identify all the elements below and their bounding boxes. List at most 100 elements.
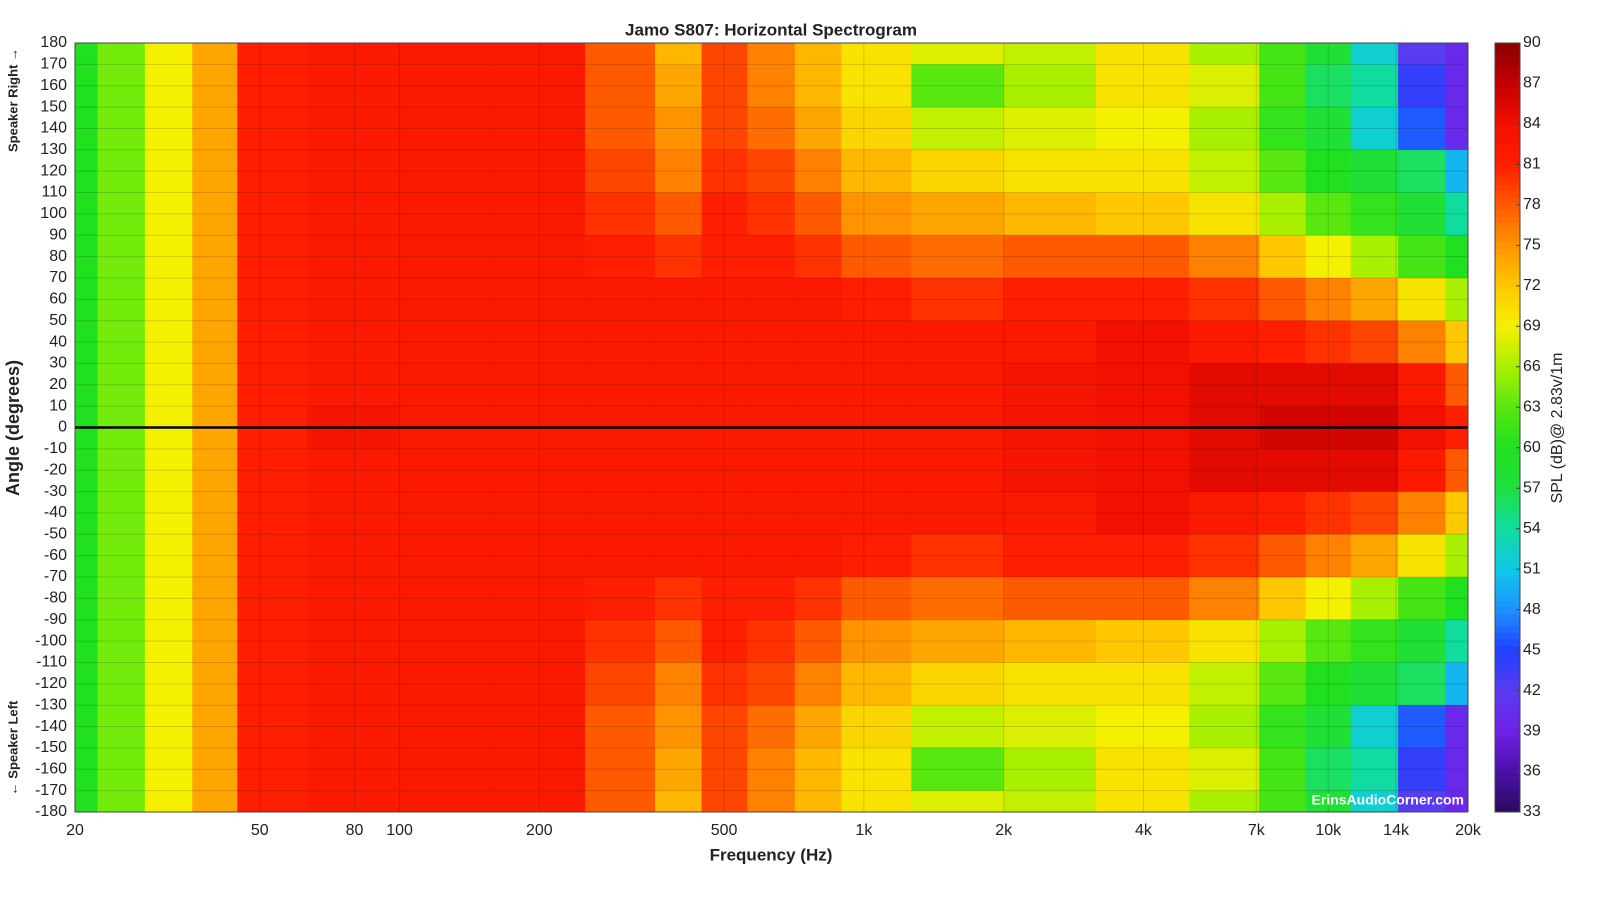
colorbar-stripe [1495,747,1520,755]
colorbar-stripe [1495,542,1520,550]
heat-cell [585,107,656,151]
colorbar-tick-label: 45 [1523,641,1541,658]
heat-cell [1305,662,1352,706]
heat-cell [1305,235,1352,279]
x-tick-label: 7k [1248,822,1266,839]
heat-cell [1398,149,1447,194]
heat-cell [75,534,98,578]
heat-cell [747,747,796,792]
colorbar-stripe [1495,235,1520,243]
heat-cell [192,448,238,493]
colorbar-tick-label: 63 [1523,398,1541,415]
y-tick-label: -50 [44,526,67,543]
colorbar-tick-label: 72 [1523,277,1541,294]
heat-cell [747,107,796,151]
heat-cell [237,577,308,621]
colorbar-stripe [1495,497,1520,505]
heat-cell [747,577,796,621]
heat-cell [747,277,796,322]
heat-cell [1189,662,1260,706]
heat-cell [491,320,586,364]
heat-cell [911,43,1005,65]
heat-cell [1189,43,1260,65]
colorbar-tick-label: 42 [1523,682,1541,699]
heat-cell [655,747,703,792]
heat-cell [97,149,146,194]
heat-cell [1398,43,1447,65]
heat-cell [75,192,98,236]
heat-cell [1189,320,1260,364]
heat-cell [1259,705,1307,749]
heat-cell [1259,43,1307,65]
heat-cell [701,107,748,151]
heat-cell [1189,534,1260,578]
heat-cell [1189,107,1260,151]
x-tick-label: 100 [386,822,413,839]
heat-cell [1398,491,1447,535]
heat-cell [1003,235,1097,279]
heat-cell [1305,448,1352,493]
heat-cell [144,149,193,194]
heat-cell [841,363,912,407]
heat-cell [75,577,98,621]
heat-cell [1398,320,1447,364]
heat-cell [911,747,1005,792]
colorbar-stripe [1495,491,1520,499]
heat-cell [144,491,193,535]
heat-cell [911,64,1005,108]
heat-cell [399,320,493,364]
heat-cell [1445,577,1469,621]
heat-cell [911,534,1005,578]
heat-cell [1350,192,1399,236]
colorbar-tick-label: 36 [1523,763,1541,780]
heat-cell [491,747,586,792]
heat-cell [97,662,146,706]
colorbar-stripe [1495,433,1520,441]
heat-cell [1259,448,1307,493]
heat-cell [399,64,493,108]
heat-cell [1096,43,1190,65]
heat-cell [1003,448,1097,493]
heat-cell [1189,747,1260,792]
heat-cell [399,534,493,578]
colorbar-stripe [1495,767,1520,775]
heat-cell [841,534,912,578]
heat-cell [75,790,98,813]
colorbar-stripe [1495,158,1520,166]
y-tick-label: -20 [44,461,67,478]
heat-cell [1096,107,1190,151]
colorbar-stripe [1495,510,1520,518]
heat-cell [747,705,796,749]
heat-cell [1305,192,1352,236]
heat-cell [1096,149,1190,194]
heat-cell [237,491,308,535]
heat-cell [1189,235,1260,279]
heat-cell [1189,192,1260,236]
x-tick-label: 14k [1383,822,1410,839]
heat-cell [1445,43,1469,65]
heat-cell [1350,662,1399,706]
heat-cell [1259,363,1307,407]
heat-cell [655,277,703,322]
colorbar-stripe [1495,530,1520,537]
colorbar-stripe [1495,792,1520,800]
colorbar-stripe [1495,100,1520,108]
colorbar-stripe [1495,196,1520,204]
heat-cell [491,192,586,236]
heat-cell [794,577,842,621]
colorbar-stripe [1495,369,1520,377]
colorbar-stripe [1495,132,1520,140]
y-tick-label: 20 [49,376,67,393]
heat-cell [1445,747,1469,792]
y-tick-label: -30 [44,483,67,500]
heat-cell [1445,705,1469,749]
y-tick-label: 180 [40,34,67,51]
colorbar-stripe [1495,568,1520,576]
heat-cell [399,235,493,279]
colorbar-stripe [1495,658,1520,666]
heat-cell [399,577,493,621]
heat-cell [1398,448,1447,493]
heat-cell [1259,790,1307,813]
heat-cell [1445,662,1469,706]
y-bottom-note: ← Speaker Left [5,700,20,795]
